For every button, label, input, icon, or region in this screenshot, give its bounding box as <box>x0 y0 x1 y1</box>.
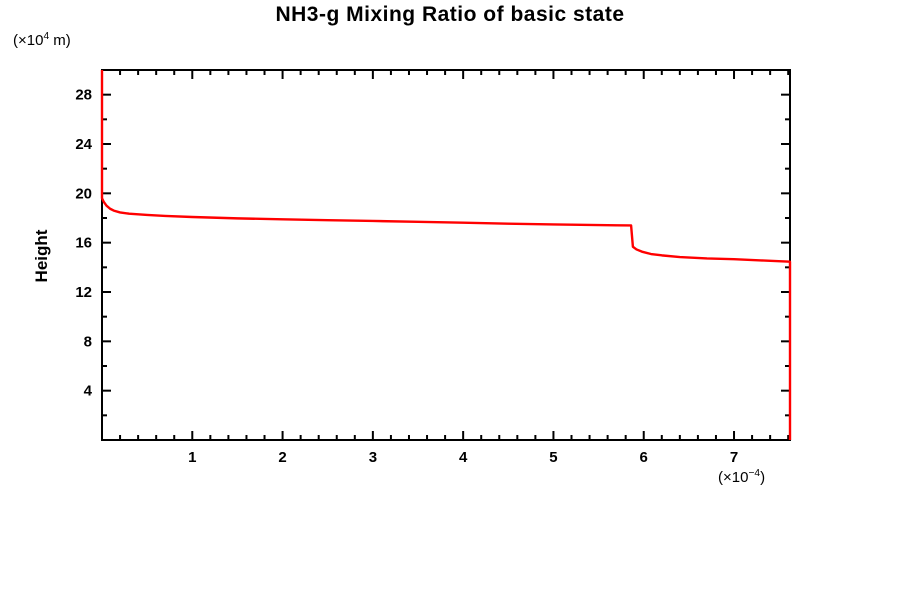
y-unit-exponent: 4 <box>43 31 50 42</box>
x-unit-exponent: −4 <box>748 468 761 479</box>
x-unit-suffix: ) <box>760 469 766 486</box>
plot-frame <box>101 69 791 441</box>
y-tick-label: 24 <box>75 136 92 153</box>
x-tick-label: 2 <box>278 449 286 466</box>
y-axis-unit-label: (×104 m) <box>13 31 71 49</box>
y-tick-label: 4 <box>84 383 93 400</box>
y-tick-label: 16 <box>75 235 92 252</box>
x-tick-label: 3 <box>369 449 377 466</box>
x-tick-label: 4 <box>459 449 468 466</box>
x-axis-unit-label: (×10−4) <box>718 468 765 486</box>
y-tick-label: 28 <box>75 87 92 104</box>
y-tick-label: 8 <box>84 333 92 350</box>
y-unit-suffix: m) <box>49 32 71 49</box>
x-unit-prefix: (×10 <box>718 469 749 486</box>
x-tick-label: 6 <box>640 449 648 466</box>
x-tick-label: 7 <box>730 449 738 466</box>
x-tick-label: 5 <box>549 449 557 466</box>
series-line <box>100 70 792 440</box>
y-tick-label: 12 <box>75 284 92 301</box>
x-tick-label: 1 <box>188 449 196 466</box>
y-unit-prefix: (×10 <box>13 32 44 49</box>
chart-title: NH3-g Mixing Ratio of basic state <box>275 3 625 26</box>
y-tick-label: 20 <box>75 185 92 202</box>
